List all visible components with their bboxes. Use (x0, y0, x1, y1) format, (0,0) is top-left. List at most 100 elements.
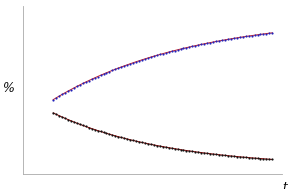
Point (243, 35, 248, 38)
Point (199, 151, 204, 154)
Point (172, 147, 177, 150)
Point (92, 76, 97, 79)
Point (51, 111, 56, 114)
Point (160, 145, 165, 148)
Point (190, 45, 195, 48)
Point (122, 64, 127, 67)
Point (187, 149, 192, 153)
Point (166, 50, 171, 53)
Point (235, 155, 239, 158)
Point (95, 75, 100, 78)
Point (231, 37, 236, 40)
Point (84, 81, 88, 84)
Point (184, 149, 189, 152)
Point (258, 33, 263, 36)
Point (166, 146, 171, 149)
Point (137, 140, 141, 143)
Point (163, 51, 168, 54)
Point (267, 158, 272, 161)
Point (101, 131, 106, 134)
Point (252, 156, 257, 160)
Point (69, 88, 73, 91)
Point (255, 157, 260, 160)
Point (125, 137, 129, 140)
Point (190, 150, 195, 153)
Point (226, 154, 230, 157)
Point (223, 38, 227, 41)
Point (172, 49, 177, 52)
Point (113, 134, 118, 137)
Point (196, 43, 200, 46)
Point (235, 36, 239, 39)
Point (258, 157, 263, 160)
Point (196, 151, 200, 154)
Point (60, 115, 64, 119)
Point (231, 155, 236, 158)
Point (95, 129, 100, 132)
Point (252, 34, 257, 37)
Point (152, 143, 156, 146)
Point (110, 69, 115, 72)
Point (220, 153, 224, 156)
Point (110, 133, 115, 136)
Point (104, 71, 109, 74)
Point (98, 130, 103, 133)
Point (228, 37, 233, 40)
Point (77, 83, 82, 86)
Point (240, 156, 245, 159)
Point (226, 38, 230, 41)
Point (184, 46, 189, 49)
Point (149, 143, 153, 146)
Point (131, 61, 135, 64)
Point (92, 128, 97, 131)
Point (54, 96, 58, 99)
Point (208, 152, 212, 155)
Point (86, 79, 91, 82)
Point (107, 133, 112, 136)
Point (66, 90, 70, 93)
Point (143, 57, 147, 60)
Point (211, 40, 215, 43)
Point (255, 33, 260, 36)
Point (63, 117, 67, 120)
Point (178, 148, 183, 151)
Point (140, 58, 144, 61)
Point (143, 142, 147, 145)
Point (137, 59, 141, 62)
Point (193, 150, 198, 153)
X-axis label: t: t (283, 181, 288, 189)
Point (89, 127, 94, 130)
Point (57, 95, 61, 98)
Point (66, 118, 70, 121)
Point (202, 151, 207, 154)
Point (181, 149, 186, 152)
Point (217, 40, 221, 43)
Point (146, 142, 150, 145)
Point (237, 36, 242, 39)
Point (205, 152, 210, 155)
Point (80, 82, 85, 85)
Point (243, 156, 248, 159)
Point (267, 32, 272, 35)
Point (140, 141, 144, 144)
Point (74, 85, 79, 88)
Point (74, 122, 79, 125)
Point (246, 156, 251, 159)
Point (163, 146, 168, 149)
Point (217, 153, 221, 156)
Point (237, 155, 242, 158)
Point (249, 156, 254, 159)
Point (122, 137, 127, 140)
Point (107, 70, 112, 73)
Point (223, 154, 227, 157)
Point (214, 40, 218, 43)
Point (116, 135, 121, 138)
Point (149, 56, 153, 59)
Point (69, 119, 73, 122)
Point (264, 32, 269, 35)
Point (264, 157, 269, 160)
Point (101, 73, 106, 76)
Point (240, 35, 245, 38)
Point (113, 68, 118, 71)
Point (63, 91, 67, 94)
